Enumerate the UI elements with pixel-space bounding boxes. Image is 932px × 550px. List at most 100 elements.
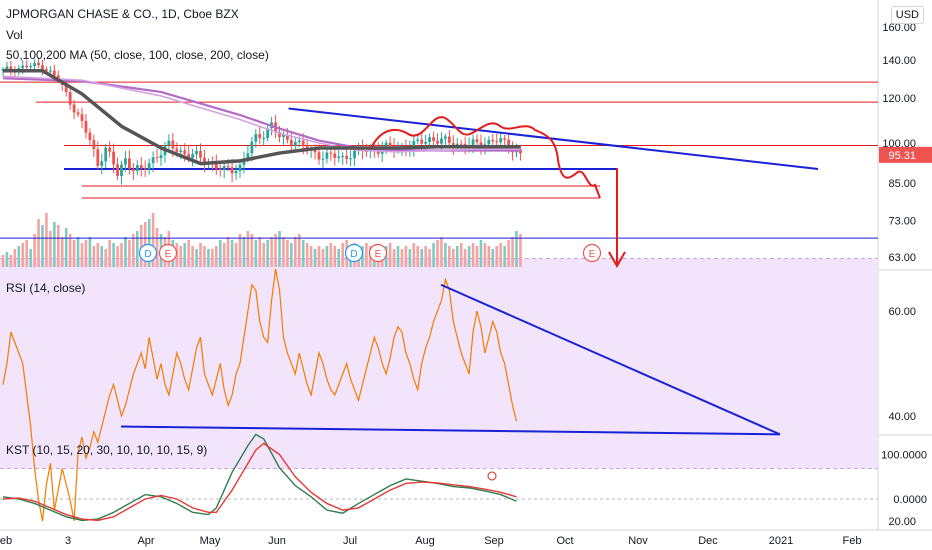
candle-body (230, 167, 234, 174)
candle-body (507, 139, 510, 150)
candle-body (226, 166, 230, 168)
candle-body (242, 159, 246, 165)
volume-bar (463, 249, 467, 267)
candle-body (282, 134, 285, 137)
volume-bar (262, 243, 265, 267)
candle-body (293, 141, 297, 146)
volume-bar (519, 234, 522, 267)
volume-bar (432, 243, 435, 267)
candle-body (96, 149, 100, 166)
volume-bar (25, 240, 28, 267)
candle-body (183, 150, 187, 155)
volume-bar (301, 240, 305, 267)
candle-body (365, 151, 368, 153)
candle-body (432, 137, 435, 141)
time-tick-label: Aug (415, 535, 435, 547)
volume-bar (361, 246, 364, 267)
target-arrowhead (608, 251, 626, 269)
candle-body (337, 156, 341, 158)
volume-bar (211, 249, 214, 267)
candle-body (278, 131, 281, 137)
candle-body (167, 140, 171, 146)
candle-body (447, 136, 451, 143)
volume-bar (57, 225, 60, 267)
time-tick-label: Oct (556, 535, 573, 547)
last-price-label: 95.31 (888, 150, 916, 162)
candle-body (266, 128, 270, 138)
candle-body (412, 141, 416, 149)
volume-bar (467, 246, 471, 267)
candle-body (353, 150, 356, 159)
candle-body (345, 155, 349, 159)
volume-bar (503, 246, 506, 267)
candle-body (297, 140, 301, 142)
candle-body (313, 149, 317, 153)
candle-body (451, 142, 455, 147)
candle-body (218, 168, 222, 170)
rsi-band (0, 258, 878, 469)
volume-bar (495, 246, 499, 267)
candle-body (52, 70, 56, 76)
candle-body (49, 70, 52, 72)
volume-bar (408, 249, 412, 267)
volume-bar (487, 246, 491, 267)
candle-body (440, 138, 443, 144)
candle-body (479, 142, 483, 148)
candle-body (436, 140, 439, 144)
candle-body (139, 165, 143, 169)
candle-body (104, 147, 108, 162)
candle-body (388, 142, 392, 146)
volume-bar (68, 234, 72, 267)
candle-body (341, 155, 345, 157)
volume-bar (499, 243, 502, 267)
volume-bar (222, 243, 226, 267)
candle-body (171, 140, 175, 149)
candle-body (5, 66, 9, 69)
volume-bar (112, 243, 115, 267)
candle-body (155, 157, 159, 159)
candle-body (317, 152, 321, 160)
volume-bar (515, 231, 518, 267)
volume-bar (37, 219, 40, 267)
candle-body (262, 137, 266, 139)
event-marker-label: E (589, 249, 596, 260)
volume-bar (147, 219, 151, 267)
volume-bar (325, 246, 329, 267)
volume-bar (404, 246, 408, 267)
volume-bar (33, 234, 36, 267)
time-tick-label: Nov (628, 535, 648, 547)
volume-bar (203, 246, 206, 267)
volume-bar (195, 249, 198, 267)
time-tick-label: Jun (268, 535, 286, 547)
volume-bar (84, 240, 88, 267)
kst-signal-line (2, 442, 517, 522)
candle-body (143, 168, 147, 170)
volume-bar (45, 213, 48, 267)
candle-body (250, 141, 254, 154)
volume-bar (282, 237, 285, 267)
volume-bar (136, 231, 139, 267)
event-marker (138, 243, 158, 263)
volume-bar (132, 234, 135, 267)
candle-body (420, 139, 424, 144)
time-tick-label: Sep (484, 535, 504, 547)
currency-badge[interactable]: USD (890, 6, 924, 24)
volume-bar (21, 243, 25, 267)
candle-body (135, 165, 139, 171)
candle-body (25, 65, 29, 68)
kst-tick-label: 100.0000 (881, 450, 927, 462)
candle-body (191, 154, 194, 158)
volume-bar (1, 255, 5, 267)
candle-body (222, 166, 226, 170)
volume-legend: Vol (6, 28, 23, 42)
candle-body (349, 158, 352, 160)
projection-drawing (370, 116, 601, 199)
volume-bar (341, 243, 344, 267)
candle-body (254, 134, 258, 142)
volume-bar (128, 240, 131, 267)
candle-body (333, 153, 337, 158)
candle-body (495, 141, 499, 143)
volume-bar (459, 243, 463, 267)
